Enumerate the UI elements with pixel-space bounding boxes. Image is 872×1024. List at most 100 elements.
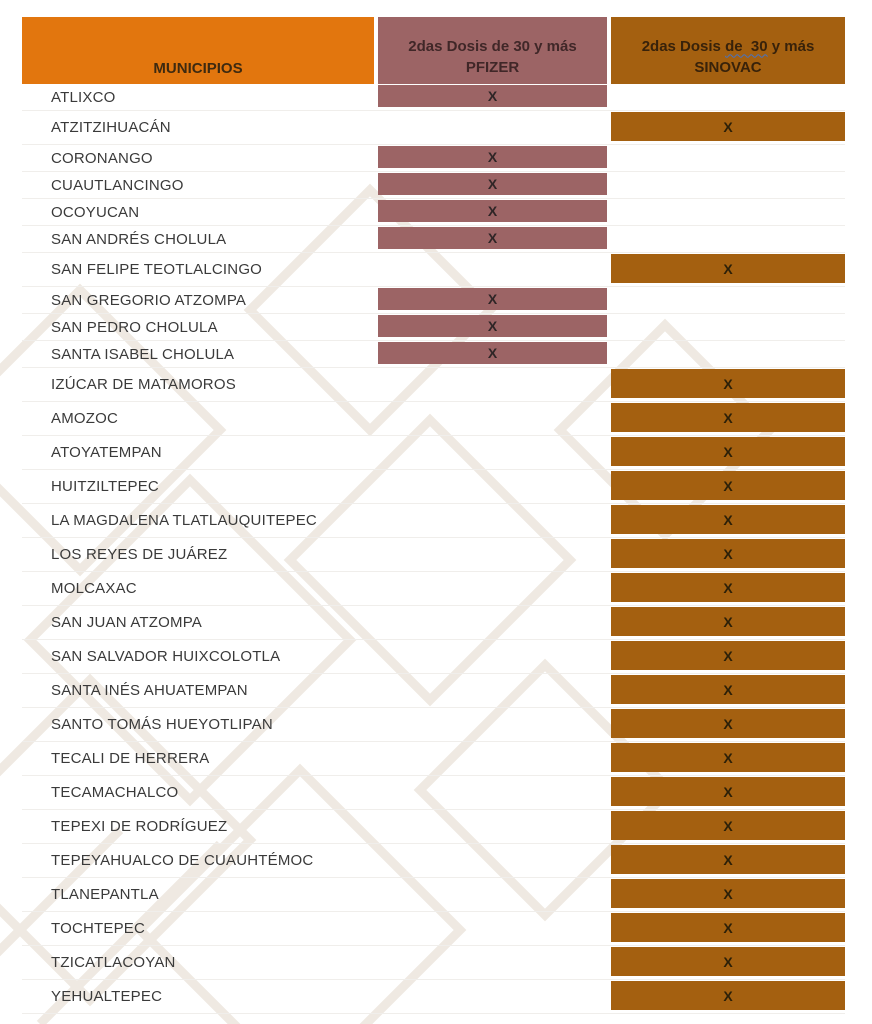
sinovac-header-cell: 2das Dosis de 30 y más SINOVAC — [611, 17, 845, 84]
sinovac-cell: X — [611, 640, 845, 673]
municipality-name-cell: CORONANGO — [22, 145, 374, 171]
pfizer-cell — [378, 980, 607, 1013]
pfizer-header-line2: PFIZER — [465, 59, 520, 77]
municipality-name: SAN PEDRO CHOLULA — [51, 318, 218, 336]
municipality-name-cell: TEPEYAHUALCO DE CUAUHTÉMOC — [22, 844, 374, 877]
pfizer-cell — [378, 878, 607, 911]
table-header-row: MUNICIPIOS 2das Dosis de 30 y más PFIZER… — [22, 17, 845, 84]
sinovac-cell: X — [611, 253, 845, 286]
table-row: ATZITZIHUACÁN X — [22, 111, 845, 145]
table-row: TOCHTEPEC X — [22, 912, 845, 946]
sinovac-cell — [611, 287, 845, 313]
sinovac-x-mark: X — [611, 403, 845, 432]
sinovac-x-mark: X — [611, 369, 845, 398]
sinovac-x-mark: X — [611, 981, 845, 1010]
pfizer-cell — [378, 708, 607, 741]
municipality-name: LA MAGDALENA TLATLAUQUITEPEC — [51, 512, 317, 529]
municipality-name: TEPEYAHUALCO DE CUAUHTÉMOC — [51, 852, 314, 869]
sinovac-x-mark: X — [611, 505, 845, 534]
pfizer-x-mark: X — [378, 200, 607, 222]
pfizer-cell — [378, 470, 607, 503]
sinovac-cell — [611, 199, 845, 225]
table-row: IZÚCAR DE MATAMOROS X — [22, 368, 845, 402]
pfizer-cell: X — [378, 287, 607, 313]
municipality-name: SAN GREGORIO ATZOMPA — [51, 291, 247, 309]
sinovac-cell — [611, 226, 845, 252]
municipality-name: ATOYATEMPAN — [51, 444, 162, 461]
municipality-name: TZICATLACOYAN — [51, 954, 176, 971]
table-row: ATOYATEMPAN X — [22, 436, 845, 470]
sinovac-cell: X — [611, 402, 845, 435]
pfizer-x-mark: X — [378, 85, 607, 107]
pfizer-x-mark: X — [378, 173, 607, 195]
municipality-name: TECALI DE HERRERA — [51, 750, 210, 767]
table-row: YEHUALTEPEC X — [22, 980, 845, 1014]
municipality-name-cell: TECALI DE HERRERA — [22, 742, 374, 775]
pfizer-cell: X — [378, 341, 607, 367]
municipality-name: HUITZILTEPEC — [51, 478, 159, 495]
sinovac-x-mark: X — [611, 743, 845, 772]
municipality-name-cell: SAN SALVADOR HUIXCOLOTLA — [22, 640, 374, 673]
sinovac-cell: X — [611, 844, 845, 877]
municipios-header-cell: MUNICIPIOS — [22, 17, 374, 84]
pfizer-x-mark: X — [378, 342, 607, 364]
sinovac-cell: X — [611, 878, 845, 911]
pfizer-x-mark: X — [378, 315, 607, 337]
sinovac-cell: X — [611, 674, 845, 707]
municipality-name-cell: TECAMACHALCO — [22, 776, 374, 809]
municipality-name-cell: OCOYUCAN — [22, 199, 374, 225]
sinovac-x-mark: X — [611, 254, 845, 283]
municipality-name-cell: HUITZILTEPEC — [22, 470, 374, 503]
sinovac-cell: X — [611, 912, 845, 945]
municipality-name-cell: AMOZOC — [22, 402, 374, 435]
table-row: SAN ANDRÉS CHOLULA X — [22, 226, 845, 253]
sinovac-x-mark: X — [611, 112, 845, 141]
municipality-name-cell: SAN GREGORIO ATZOMPA — [22, 287, 374, 313]
pfizer-cell — [378, 111, 607, 144]
table-row: TZICATLACOYAN X — [22, 946, 845, 980]
table-row: SAN PEDRO CHOLULA X — [22, 314, 845, 341]
sinovac-x-mark: X — [611, 607, 845, 636]
sinovac-cell: X — [611, 368, 845, 401]
municipality-name: SAN FELIPE TEOTLALCINGO — [51, 261, 263, 278]
sinovac-header-line2: SINOVAC — [694, 59, 762, 77]
table-row: MOLCAXAC X — [22, 572, 845, 606]
sinovac-cell: X — [611, 776, 845, 809]
sinovac-cell — [611, 341, 845, 367]
table-row: CORONANGO X — [22, 145, 845, 172]
municipality-name: CUAUTLANCINGO — [51, 176, 184, 194]
municipality-name: TLANEPANTLA — [51, 886, 159, 903]
sinovac-header-line1-suffix: y más — [767, 37, 815, 55]
vaccination-table: MUNICIPIOS 2das Dosis de 30 y más PFIZER… — [22, 17, 845, 1014]
pfizer-cell — [378, 538, 607, 571]
table-row: TLANEPANTLA X — [22, 878, 845, 912]
table-row: ATLIXCO X — [22, 84, 845, 111]
municipality-name-cell: TEPEXI DE RODRÍGUEZ — [22, 810, 374, 843]
sinovac-x-mark: X — [611, 913, 845, 942]
municipality-name-cell: MOLCAXAC — [22, 572, 374, 605]
municipality-name-cell: TLANEPANTLA — [22, 878, 374, 911]
pfizer-header-cell: 2das Dosis de 30 y más PFIZER — [378, 17, 607, 84]
municipality-name-cell: SAN ANDRÉS CHOLULA — [22, 226, 374, 252]
municipality-name: CORONANGO — [51, 149, 153, 167]
table-row: TEPEXI DE RODRÍGUEZ X — [22, 810, 845, 844]
municipality-name: ATZITZIHUACÁN — [51, 119, 171, 136]
sinovac-x-mark: X — [611, 573, 845, 602]
municipality-name: AMOZOC — [51, 410, 119, 427]
table-row: SANTA INÉS AHUATEMPAN X — [22, 674, 845, 708]
table-row: HUITZILTEPEC X — [22, 470, 845, 504]
sinovac-x-mark: X — [611, 845, 845, 874]
table-row: SAN GREGORIO ATZOMPA X — [22, 287, 845, 314]
municipality-name-cell: ATOYATEMPAN — [22, 436, 374, 469]
pfizer-cell — [378, 776, 607, 809]
pfizer-cell — [378, 504, 607, 537]
sinovac-x-mark: X — [611, 471, 845, 500]
municipality-name: TOCHTEPEC — [51, 920, 146, 937]
municipality-name-cell: SANTA INÉS AHUATEMPAN — [22, 674, 374, 707]
municipality-name-cell: SAN PEDRO CHOLULA — [22, 314, 374, 340]
municipality-name-cell: TOCHTEPEC — [22, 912, 374, 945]
table-row: CUAUTLANCINGO X — [22, 172, 845, 199]
sinovac-cell: X — [611, 436, 845, 469]
table-body: ATLIXCO X ATZITZIHUACÁN X CORONANGO X — [22, 84, 845, 1014]
